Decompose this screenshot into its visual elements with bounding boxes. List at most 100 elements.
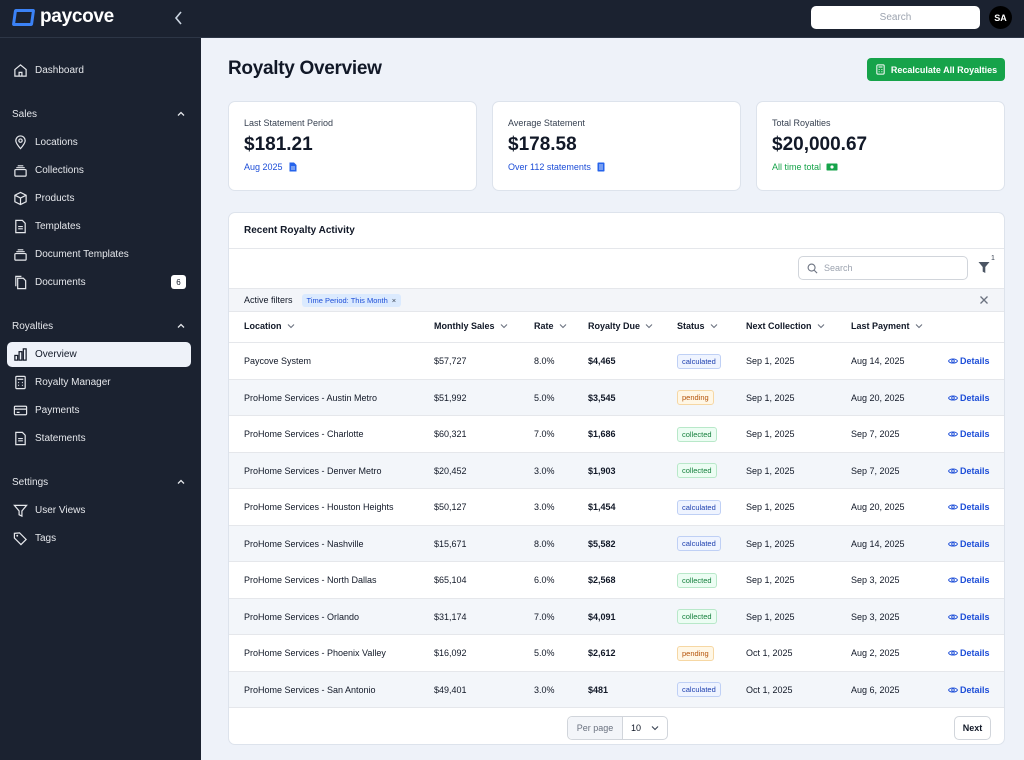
details-link[interactable]: Details <box>948 489 990 525</box>
column-header-monthly-sales[interactable]: Monthly Sales <box>434 321 508 331</box>
eye-icon <box>948 358 958 364</box>
chevron-up-icon <box>177 323 185 328</box>
remove-filter-icon[interactable]: × <box>391 295 397 305</box>
brand-name: paycove <box>40 6 114 27</box>
search-icon <box>807 263 818 273</box>
section-sales[interactable]: Sales <box>12 106 186 122</box>
global-search-input[interactable]: Search <box>811 6 980 29</box>
chevron-down-icon <box>710 324 717 329</box>
column-header-next-collection[interactable]: Next Collection <box>746 321 825 331</box>
table-row[interactable]: ProHome Services - Orlando $31,174 7.0% $4,… <box>229 597 1004 635</box>
sidebar-item-collections[interactable]: Collections <box>7 158 191 183</box>
cell-rate: 3.0% <box>534 465 555 476</box>
cell-next-collection: Sep 1, 2025 <box>746 575 795 585</box>
cell-last-payment: Aug 2, 2025 <box>851 648 900 658</box>
cell-location: ProHome Services - North Dallas <box>244 575 377 585</box>
column-header-location[interactable]: Location <box>244 321 295 331</box>
collapse-sidebar-icon[interactable] <box>171 9 187 27</box>
cell-monthly-sales: $15,671 <box>434 538 467 549</box>
table-row[interactable]: ProHome Services - Denver Metro $20,452 3.… <box>229 451 1004 489</box>
card-total-royalties: Total Royalties $20,000.67 All time tota… <box>756 101 1005 191</box>
sidebar-item-statements[interactable]: Statements <box>7 426 191 451</box>
cell-location: ProHome Services - Austin Metro <box>244 392 378 403</box>
cell-location: ProHome Services - Denver Metro <box>244 465 382 476</box>
sidebar-item-products[interactable]: Products <box>7 186 191 211</box>
filter-chip-time-period[interactable]: Time Period: This Month × <box>301 293 402 307</box>
sidebar-item-templates[interactable]: Templates <box>7 214 191 239</box>
next-page-button[interactable]: Next <box>954 716 991 740</box>
details-link[interactable]: Details <box>948 672 990 708</box>
eye-icon <box>948 613 958 620</box>
table-search-input[interactable]: Search <box>798 256 968 280</box>
cell-location: ProHome Services - Orlando <box>244 611 360 622</box>
cell-next-collection: Sep 1, 2025 <box>746 538 795 549</box>
cell-last-payment: Aug 20, 2025 <box>851 392 905 403</box>
table-row[interactable]: Paycove System $57,727 8.0% $4,465 calculate… <box>229 342 1004 379</box>
receipt-icon <box>597 162 605 172</box>
cell-status: collected <box>677 599 717 635</box>
per-page-value-wrap[interactable]: 10 <box>623 717 667 739</box>
table-row[interactable]: ProHome Services - San Antonio $49,401 3.0… <box>229 670 1004 708</box>
column-label: Next Collection <box>746 321 812 331</box>
cell-status: calculated <box>677 672 721 708</box>
section-royalties[interactable]: Royalties <box>12 318 186 334</box>
details-link[interactable]: Details <box>948 599 990 635</box>
box-icon <box>14 191 27 206</box>
sidebar-item-label: Dashboard <box>35 65 84 76</box>
per-page-select[interactable]: Per page 10 <box>567 716 668 740</box>
table-row[interactable]: ProHome Services - North Dallas $65,104 6.… <box>229 561 1004 598</box>
table-row[interactable]: ProHome Services - Nashville $15,671 8.0% $… <box>229 524 1004 562</box>
document-icon <box>289 162 297 172</box>
column-header-last-payment[interactable]: Last Payment <box>851 321 923 331</box>
logo[interactable]: paycove <box>11 6 114 28</box>
details-label: Details <box>960 611 990 622</box>
cell-location: Paycove System <box>244 356 312 366</box>
sidebar-item-tags[interactable]: Tags <box>7 526 191 551</box>
status-badge: collected <box>677 572 717 588</box>
card-value: $20,000.67 <box>772 134 868 155</box>
sidebar-item-locations[interactable]: Locations <box>7 130 191 155</box>
sidebar-item-royalty-manager[interactable]: Royalty Manager <box>7 370 191 395</box>
details-link[interactable]: Details <box>948 453 990 489</box>
sidebar-item-document-templates[interactable]: Document Templates <box>7 242 191 267</box>
cell-next-collection: Oct 1, 2025 <box>746 648 793 658</box>
stack-icon <box>14 165 27 177</box>
column-header-status[interactable]: Status <box>677 321 718 331</box>
table-row[interactable]: ProHome Services - Houston Heights $50,12… <box>229 488 1004 525</box>
cell-royalty-due: $4,465 <box>588 356 616 366</box>
sidebar-item-payments[interactable]: Payments <box>7 398 191 423</box>
card-label: Average Statement <box>508 118 585 128</box>
cell-last-payment: Sep 7, 2025 <box>851 465 900 476</box>
table-row[interactable]: ProHome Services - Austin Metro $51,992 5.… <box>229 378 1004 416</box>
sidebar-item-documents[interactable]: Documents 6 <box>7 270 191 295</box>
details-link[interactable]: Details <box>948 380 990 416</box>
details-link[interactable]: Details <box>948 343 990 379</box>
sidebar-item-label: Locations <box>35 137 78 148</box>
column-header-rate[interactable]: Rate <box>534 321 567 331</box>
details-link[interactable]: Details <box>948 416 990 452</box>
details-link[interactable]: Details <box>948 526 990 562</box>
cell-royalty-due: $1,903 <box>588 465 616 476</box>
cell-status: collected <box>677 562 717 598</box>
chevron-down-icon <box>500 324 507 329</box>
clear-filters-icon[interactable] <box>979 295 989 305</box>
sidebar-item-user-views[interactable]: User Views <box>7 498 191 523</box>
filter-icon[interactable] <box>978 261 990 274</box>
column-label: Status <box>677 321 705 331</box>
sidebar-item-label: User Views <box>35 505 86 516</box>
cell-status: calculated <box>677 343 721 379</box>
sidebar-item-dashboard[interactable]: Dashboard <box>7 58 191 83</box>
details-link[interactable]: Details <box>948 562 990 598</box>
money-icon <box>826 163 838 171</box>
section-settings[interactable]: Settings <box>12 474 186 490</box>
sidebar-item-overview[interactable]: Overview <box>7 342 191 367</box>
table-row[interactable]: ProHome Services - Phoenix Valley $16,092… <box>229 634 1004 671</box>
user-avatar[interactable]: SA <box>989 6 1012 29</box>
column-header-royalty-due[interactable]: Royalty Due <box>588 321 653 331</box>
table-row[interactable]: ProHome Services - Charlotte $60,321 7.0% $… <box>229 415 1004 452</box>
details-link[interactable]: Details <box>948 635 990 671</box>
filter-chip-label: Time Period: This Month <box>306 295 388 305</box>
details-label: Details <box>960 465 990 476</box>
recalculate-all-royalties-button[interactable]: Recalculate All Royalties <box>867 58 1005 81</box>
cell-location: ProHome Services - Nashville <box>244 538 364 549</box>
